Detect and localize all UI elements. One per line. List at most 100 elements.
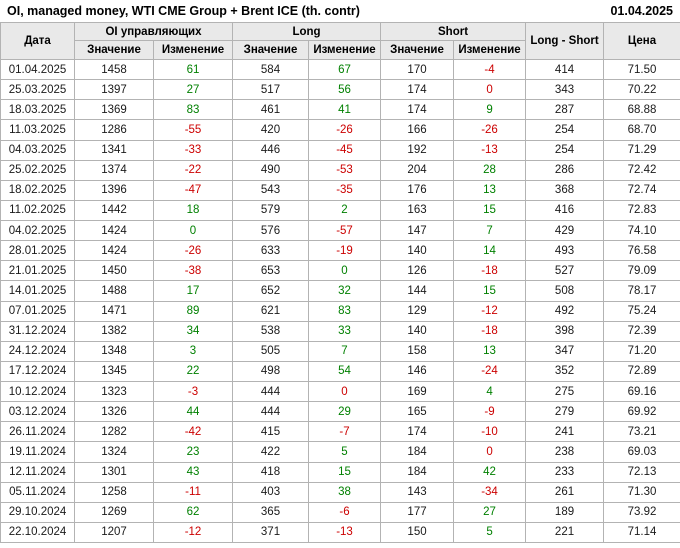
long-value-cell: 543 <box>232 179 309 201</box>
long-value-cell: 444 <box>232 401 309 423</box>
short-change-cell: 13 <box>453 340 527 362</box>
long-short-cell: 286 <box>525 159 605 181</box>
price-cell: 72.13 <box>603 461 680 483</box>
short-value-cell: 174 <box>380 99 455 121</box>
oi-change-cell: 62 <box>153 501 233 523</box>
sub-header-oi-value: Значение <box>74 40 154 60</box>
table-row: 24.12.2024 1348 3 505 7 158 13 347 71.20 <box>0 340 680 362</box>
long-change-cell: 2 <box>307 199 382 222</box>
oi-change-cell: 89 <box>153 300 233 322</box>
table-row: 25.02.2025 1374 -22 490 -53 204 28 286 72.42 <box>0 159 680 181</box>
long-change-cell: 54 <box>307 360 382 383</box>
short-change-cell: -24 <box>453 360 527 383</box>
table-row: 05.11.2024 1258 -11 403 38 143 -34 261 71.30 <box>0 481 680 503</box>
price-cell: 71.14 <box>603 521 680 544</box>
long-short-cell: 287 <box>525 99 605 121</box>
table-row: 22.10.2024 1207 -12 371 -13 150 5 221 71.14 <box>0 521 680 544</box>
price-cell: 71.20 <box>603 340 680 362</box>
long-change-cell: 83 <box>307 300 382 322</box>
short-value-cell: 147 <box>380 219 455 242</box>
oi-change-cell: 43 <box>153 461 233 483</box>
short-value-cell: 143 <box>380 481 455 503</box>
date-cell: 28.01.2025 <box>0 240 75 262</box>
long-short-cell: 241 <box>525 421 605 443</box>
long-change-cell: 38 <box>307 481 382 503</box>
long-value-cell: 371 <box>232 521 309 544</box>
oi-change-cell: -42 <box>153 421 233 443</box>
long-value-cell: 415 <box>232 421 309 443</box>
long-change-cell: 0 <box>307 260 382 282</box>
long-value-cell: 365 <box>232 501 309 523</box>
oi-value-cell: 1348 <box>74 340 154 362</box>
short-change-cell: -18 <box>453 260 527 282</box>
group-header-row: Дата OI управляющих Long Short Long - Sh… <box>0 22 680 60</box>
price-cell: 73.92 <box>603 501 680 523</box>
long-short-cell: 221 <box>525 521 605 544</box>
long-change-cell: -35 <box>307 179 382 201</box>
short-value-cell: 144 <box>380 280 455 302</box>
short-value-cell: 165 <box>380 401 455 423</box>
oi-change-cell: -11 <box>153 481 233 503</box>
long-short-cell: 189 <box>525 501 605 523</box>
report-date: 01.04.2025 <box>610 4 673 18</box>
long-change-cell: -6 <box>307 501 382 523</box>
long-value-cell: 579 <box>232 199 309 222</box>
short-change-cell: -13 <box>453 139 527 161</box>
oi-value-cell: 1442 <box>74 199 154 222</box>
short-value-cell: 163 <box>380 199 455 222</box>
oi-change-cell: 34 <box>153 320 233 342</box>
title-bar: OI, managed money, WTI CME Group + Brent… <box>0 0 680 22</box>
table-row: 01.04.2025 1458 61 584 67 170 -4 414 71.50 <box>0 58 680 81</box>
oi-change-cell: 27 <box>153 79 233 101</box>
date-cell: 25.02.2025 <box>0 159 75 181</box>
date-cell: 10.12.2024 <box>0 380 75 403</box>
long-value-cell: 422 <box>232 441 309 463</box>
table-row: 04.02.2025 1424 0 576 -57 147 7 429 74.10 <box>0 219 680 242</box>
oi-change-cell: 23 <box>153 441 233 463</box>
price-cell: 70.22 <box>603 79 680 101</box>
price-cell: 71.50 <box>603 58 680 81</box>
oi-change-cell: -55 <box>153 119 233 141</box>
date-cell: 22.10.2024 <box>0 521 75 544</box>
long-value-cell: 505 <box>232 340 309 362</box>
oi-change-cell: -3 <box>153 380 233 403</box>
oi-change-cell: -47 <box>153 179 233 201</box>
price-cell: 68.88 <box>603 99 680 121</box>
sub-header-row: Значение Изменение Значение Изменение Зн… <box>1 40 680 60</box>
oi-value-cell: 1341 <box>74 139 154 161</box>
long-change-cell: -45 <box>307 139 382 161</box>
long-change-cell: 67 <box>307 58 382 81</box>
short-value-cell: 140 <box>380 240 455 262</box>
oi-report-table: Дата OI управляющих Long Short Long - Sh… <box>0 22 680 544</box>
oi-value-cell: 1471 <box>74 300 154 322</box>
date-cell: 17.12.2024 <box>0 360 75 383</box>
table-header: Дата OI управляющих Long Short Long - Sh… <box>0 22 680 60</box>
date-cell: 04.02.2025 <box>0 219 75 242</box>
price-cell: 75.24 <box>603 300 680 322</box>
oi-change-cell: -26 <box>153 240 233 262</box>
date-cell: 24.12.2024 <box>0 340 75 362</box>
table-row: 29.10.2024 1269 62 365 -6 177 27 189 73.92 <box>0 501 680 523</box>
oi-value-cell: 1282 <box>74 421 154 443</box>
long-short-cell: 233 <box>525 461 605 483</box>
long-short-cell: 508 <box>525 280 605 302</box>
short-value-cell: 140 <box>380 320 455 342</box>
oi-value-cell: 1458 <box>74 58 154 81</box>
long-change-cell: -13 <box>307 521 382 544</box>
short-change-cell: -4 <box>453 58 527 81</box>
price-cell: 72.74 <box>603 179 680 201</box>
oi-change-cell: 17 <box>153 280 233 302</box>
long-change-cell: 29 <box>307 401 382 423</box>
date-cell: 03.12.2024 <box>0 401 75 423</box>
long-change-cell: -19 <box>307 240 382 262</box>
date-cell: 07.01.2025 <box>0 300 75 322</box>
group-header-oi: OI управляющих <box>74 22 233 41</box>
date-cell: 29.10.2024 <box>0 501 75 523</box>
table-row: 26.11.2024 1282 -42 415 -7 174 -10 241 73.21 <box>0 421 680 443</box>
long-change-cell: -26 <box>307 119 382 141</box>
price-cell: 72.83 <box>603 199 680 222</box>
short-value-cell: 126 <box>380 260 455 282</box>
long-short-cell: 347 <box>525 340 605 362</box>
oi-value-cell: 1369 <box>74 99 154 121</box>
sub-header-long-value: Значение <box>232 40 309 60</box>
